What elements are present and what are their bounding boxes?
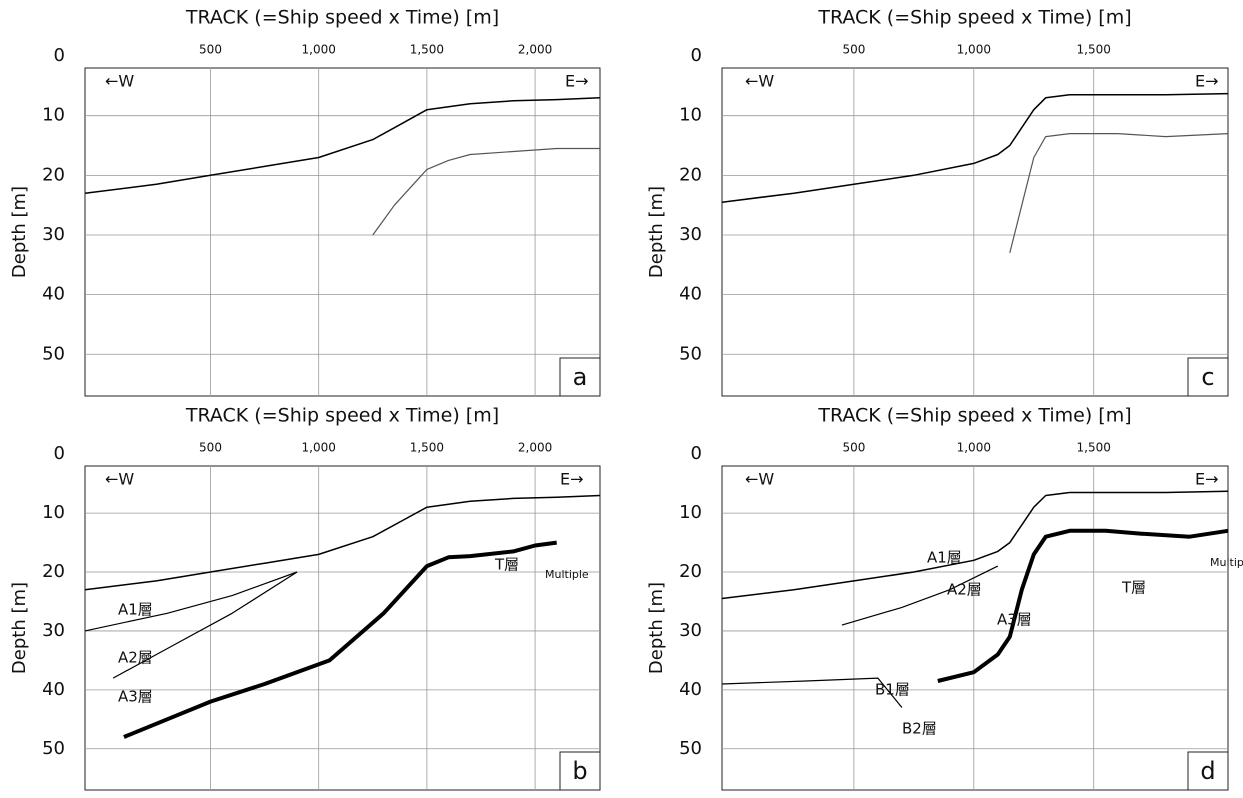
y-tick-label: 10	[679, 502, 702, 523]
x-tick-label: 1,500	[410, 43, 444, 57]
y-tick-label: 50	[679, 738, 702, 759]
annotation: B1層	[875, 681, 910, 699]
y-tick-label: 50	[679, 343, 702, 364]
reflector-line	[84, 571, 298, 632]
reflector-line	[123, 540, 557, 739]
x-tick-label: 500	[842, 43, 865, 57]
annotation: A3層	[118, 688, 153, 706]
y-tick-label: 50	[42, 343, 65, 364]
y-tick-label: 30	[42, 620, 65, 641]
panel-label: d	[1200, 757, 1215, 785]
panel-label: a	[573, 363, 588, 391]
plot-frame	[721, 67, 1229, 397]
reflector-line	[721, 92, 1229, 203]
y-tick-label: 40	[42, 679, 65, 700]
y-tick-label: 10	[42, 105, 65, 126]
annotation: Multiple	[1210, 556, 1243, 569]
annotation: T層	[1121, 579, 1146, 597]
x-tick-label: 1,000	[302, 441, 336, 455]
x-tick-label: 2,000	[518, 43, 552, 57]
x-tick-label: 1,000	[302, 43, 336, 57]
reflector-line	[84, 494, 601, 591]
y-tick-label: 30	[679, 224, 702, 245]
x-tick-label: 1,000	[957, 43, 991, 57]
annotation: ←W	[745, 470, 774, 489]
annotation: A2層	[947, 581, 982, 599]
annotation: ←W	[105, 72, 134, 91]
annotation: A3層	[997, 611, 1032, 629]
reflector-line	[112, 571, 298, 679]
annotation: Multiple	[545, 568, 589, 581]
x-axis-title: TRACK (=Ship speed x Time) [m]	[185, 7, 499, 29]
annotation: E→	[1195, 470, 1219, 489]
annotation: A1層	[927, 549, 962, 567]
reflector-line	[1009, 133, 1229, 254]
x-tick-label: 500	[199, 441, 222, 455]
y-tick-label: 0	[691, 443, 702, 464]
x-tick-label: 500	[842, 441, 865, 455]
reflector-line	[841, 565, 999, 626]
y-tick-label: 20	[679, 164, 702, 185]
annotation: T層	[494, 556, 519, 574]
panel-label-box	[559, 357, 601, 397]
annotation: ←W	[105, 470, 134, 489]
y-axis-title: Depth [m]	[9, 582, 30, 674]
x-axis-title: TRACK (=Ship speed x Time) [m]	[185, 405, 499, 427]
panel-label-box	[559, 751, 601, 791]
y-tick-label: 20	[42, 164, 65, 185]
plot-frame	[84, 465, 601, 791]
x-axis-title: TRACK (=Ship speed x Time) [m]	[817, 7, 1131, 29]
annotation: ←W	[745, 72, 774, 91]
reflector-line	[937, 528, 1229, 683]
y-axis-title: Depth [m]	[646, 186, 667, 278]
panel-label-box	[1187, 751, 1229, 791]
y-tick-label: 50	[42, 738, 65, 759]
y-tick-label: 10	[679, 105, 702, 126]
plot-frame	[84, 67, 601, 397]
y-tick-label: 30	[679, 620, 702, 641]
y-tick-label: 40	[679, 679, 702, 700]
x-tick-label: 1,500	[1077, 43, 1111, 57]
y-tick-label: 0	[54, 45, 65, 66]
panel-label-box	[1187, 357, 1229, 397]
y-axis-title: Depth [m]	[9, 186, 30, 278]
reflector-line	[721, 490, 1229, 600]
x-axis-title: TRACK (=Ship speed x Time) [m]	[817, 405, 1131, 427]
y-tick-label: 30	[42, 224, 65, 245]
annotation: E→	[1195, 72, 1219, 91]
plot-frame	[721, 465, 1229, 791]
x-tick-label: 1,500	[410, 441, 444, 455]
y-tick-label: 0	[54, 443, 65, 464]
panel-label: c	[1201, 363, 1214, 391]
annotation: B2層	[902, 720, 937, 738]
annotation: A1層	[118, 601, 153, 619]
y-tick-label: 10	[42, 502, 65, 523]
reflector-line	[721, 677, 903, 708]
y-tick-label: 40	[42, 284, 65, 305]
reflector-line	[84, 97, 601, 194]
reflector-line	[372, 147, 600, 236]
panel-label: b	[572, 757, 587, 785]
x-tick-label: 500	[199, 43, 222, 57]
annotation: E→	[565, 72, 589, 91]
annotation: A2層	[118, 649, 153, 667]
y-tick-label: 40	[679, 284, 702, 305]
x-tick-label: 1,000	[957, 441, 991, 455]
x-tick-label: 1,500	[1077, 441, 1111, 455]
x-tick-label: 2,000	[518, 441, 552, 455]
y-axis-title: Depth [m]	[646, 582, 667, 674]
y-tick-label: 0	[691, 45, 702, 66]
y-tick-label: 20	[42, 561, 65, 582]
annotation: E→	[560, 470, 584, 489]
y-tick-label: 20	[679, 561, 702, 582]
